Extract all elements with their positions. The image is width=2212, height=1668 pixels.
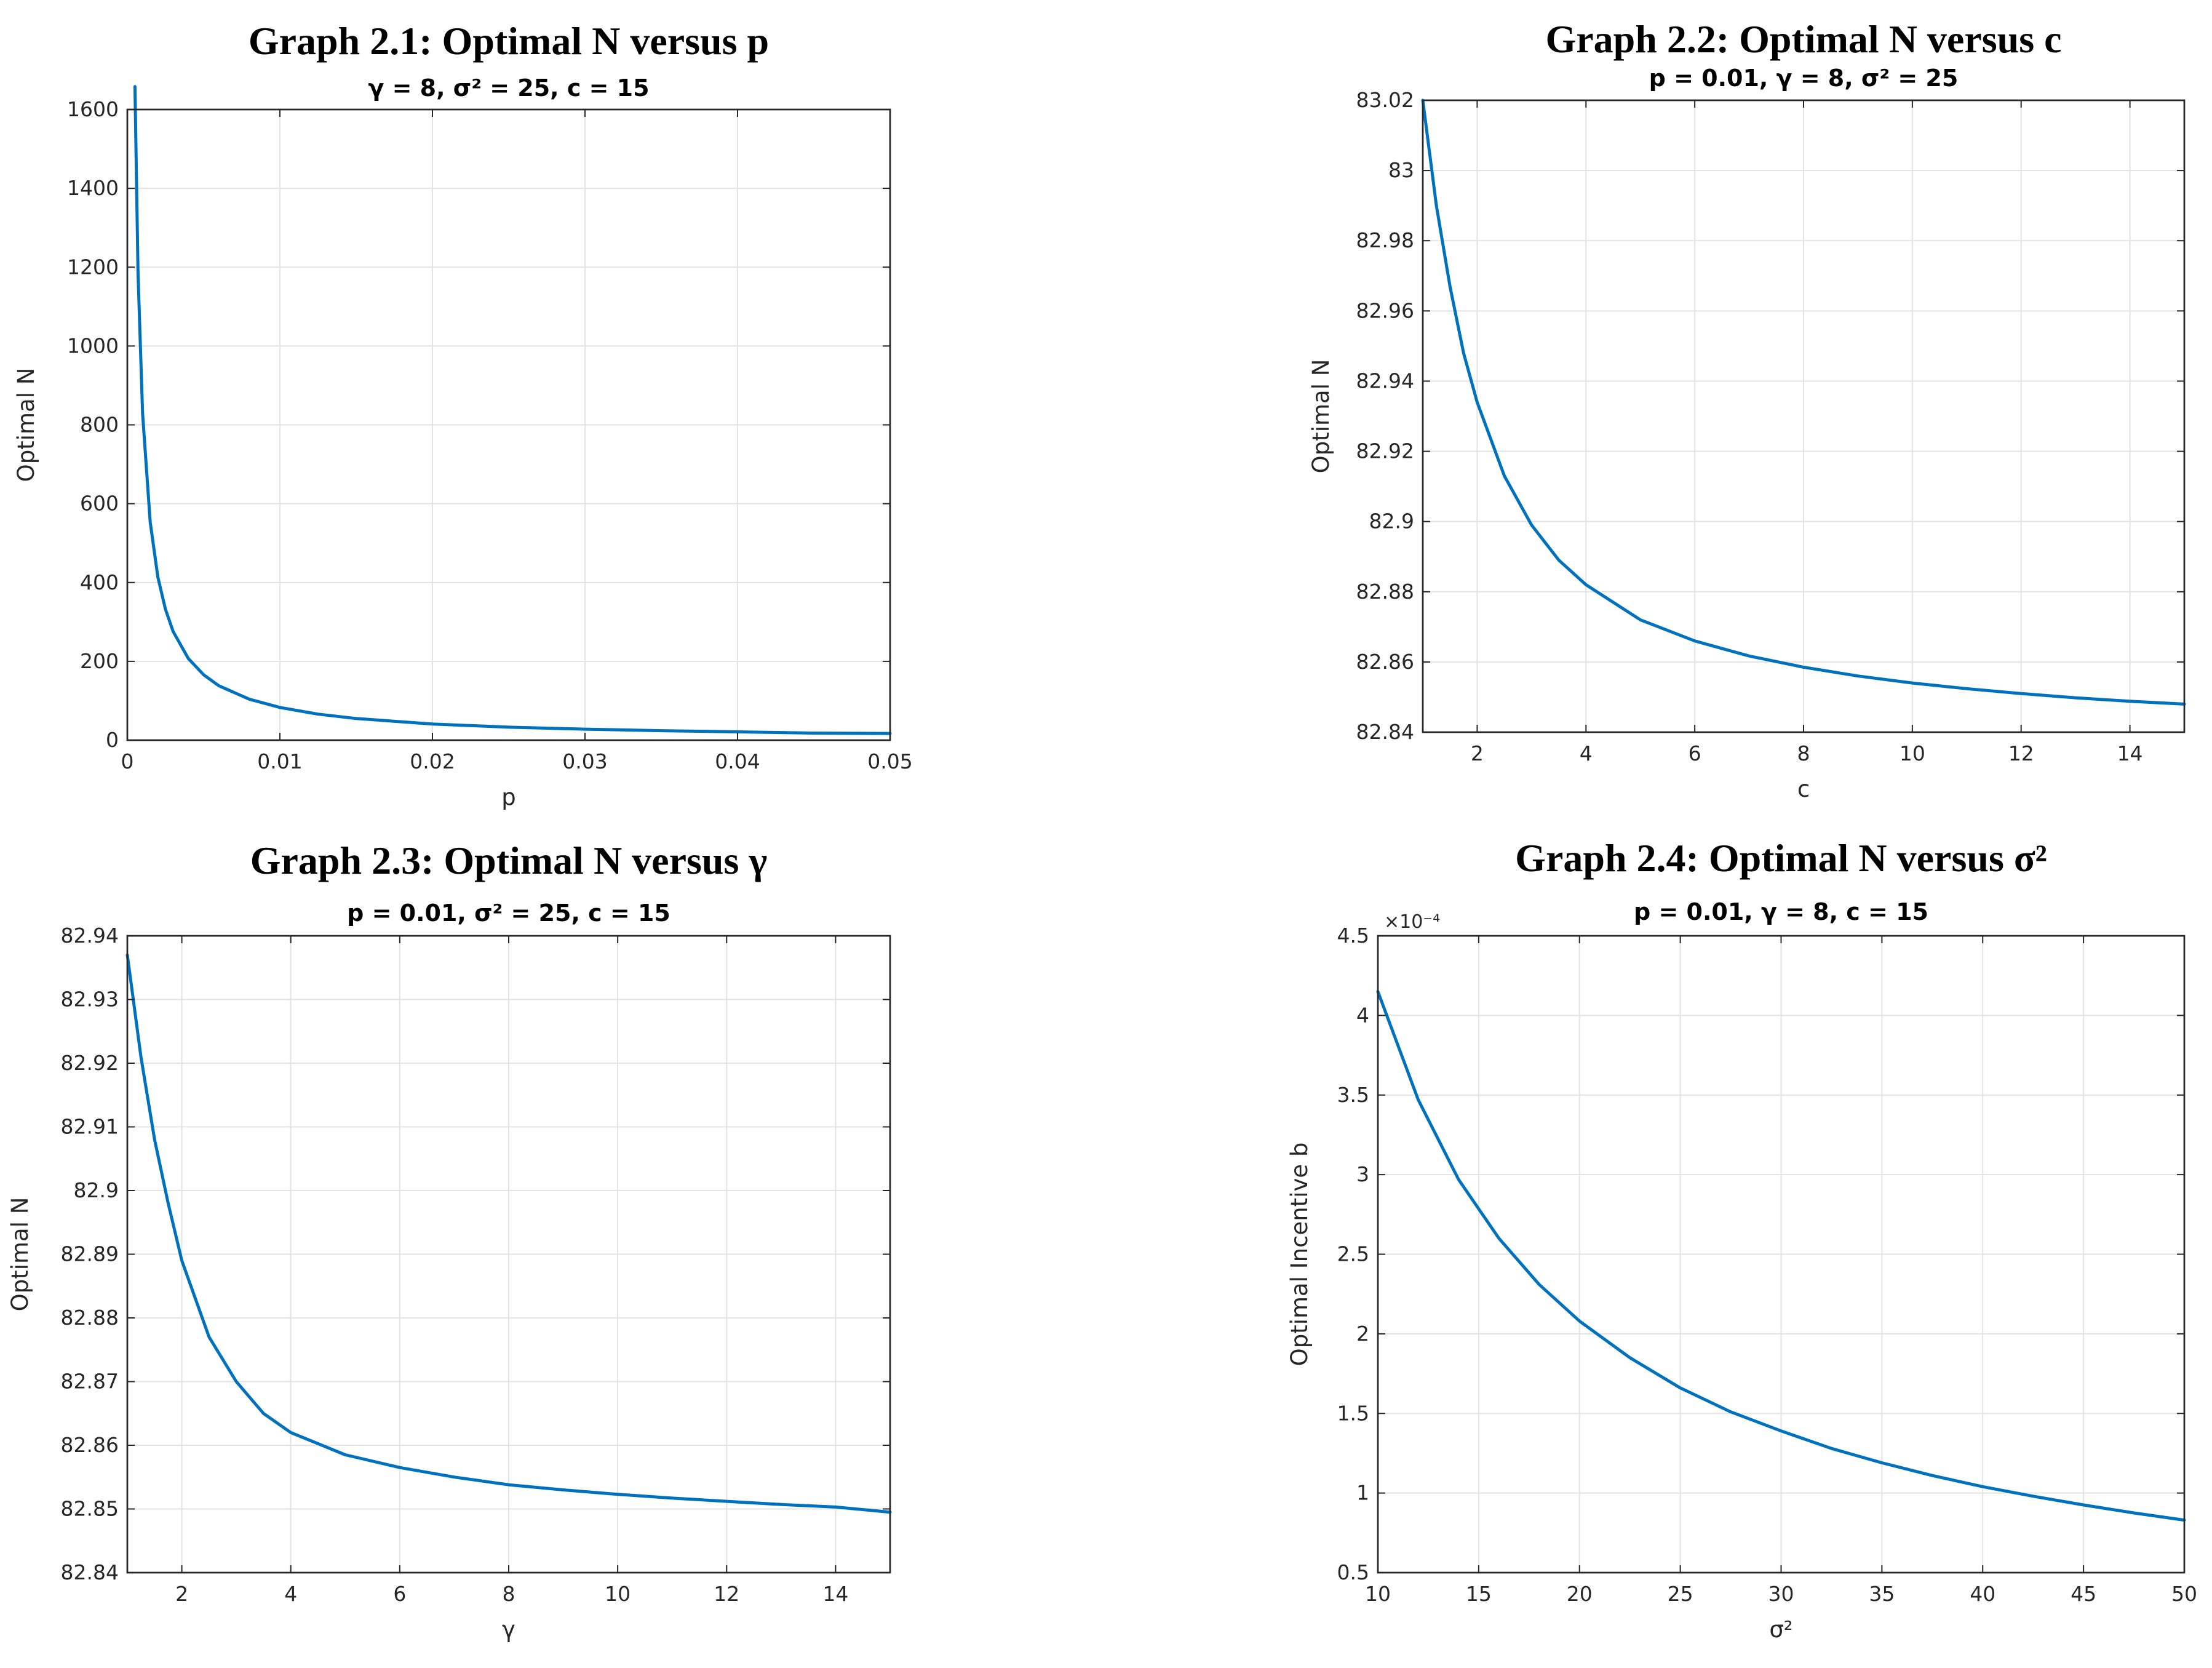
chart-subtitle: γ = 8, σ² = 25, c = 15: [368, 74, 649, 102]
x-tick-label: 35: [1869, 1582, 1895, 1606]
y-axis-label: Optimal N: [13, 368, 39, 482]
x-tick-label: 0.05: [867, 749, 912, 773]
chart-title: Graph 2.3: Optimal N versus γ: [250, 839, 768, 882]
x-tick-label: 6: [1689, 741, 1701, 765]
x-axis-label: σ²: [1769, 1616, 1792, 1643]
x-tick-label: 30: [1768, 1582, 1794, 1606]
y-axis-label: Optimal N: [1308, 359, 1334, 474]
x-tick-label: 4: [284, 1582, 297, 1606]
x-tick-label: 2: [1471, 741, 1484, 765]
chart-1: Graph 2.1: Optimal N versus p γ = 8, σ² =…: [13, 19, 913, 810]
series-line: [1376, 990, 2186, 1522]
chart-4: Graph 2.4: Optimal N versus σ² p = 0.01, …: [1286, 836, 2197, 1643]
y-tick-label: 2: [1356, 1322, 1369, 1346]
y-axis-label: Optimal N: [7, 1197, 33, 1312]
x-tick-label: 0.01: [257, 749, 302, 773]
x-tick-label: 14: [822, 1582, 848, 1606]
x-axis-label: c: [1797, 776, 1810, 802]
y-exponent-label: ×10⁻⁴: [1384, 911, 1440, 933]
x-tick-label: 0.03: [562, 749, 607, 773]
y-tick-label: 83.02: [1356, 88, 1414, 112]
x-tick-label: 0: [121, 749, 134, 773]
y-tick-label: 83: [1388, 158, 1414, 182]
y-tick-label: 82.89: [61, 1242, 119, 1266]
x-tick-label: 10: [605, 1582, 631, 1606]
y-tick-label: 82.88: [1356, 580, 1414, 604]
x-tick-label: 12: [714, 1582, 739, 1606]
chart-subtitle: p = 0.01, σ² = 25, c = 15: [347, 900, 670, 927]
x-tick-label: 25: [1668, 1582, 1693, 1606]
chart-2: Graph 2.2: Optimal N versus c p = 0.01, γ…: [1308, 17, 2186, 802]
x-tick-label: 8: [503, 1582, 515, 1606]
y-tick-label: 4: [1356, 1003, 1369, 1027]
x-tick-label: 0.02: [410, 749, 455, 773]
y-tick-label: 82.92: [61, 1051, 119, 1075]
y-tick-label: 82.96: [1356, 298, 1414, 322]
y-tick-label: 1200: [67, 255, 119, 279]
y-tick-label: 2.5: [1337, 1242, 1369, 1266]
chart-title: Graph 2.1: Optimal N versus p: [249, 19, 769, 63]
series-line: [1421, 98, 2186, 706]
y-tick-label: 1400: [67, 176, 119, 200]
x-tick-label: 40: [1970, 1582, 1995, 1606]
y-tick-label: 82.94: [1356, 369, 1414, 393]
x-tick-label: 10: [1365, 1582, 1391, 1606]
x-tick-label: 4: [1580, 741, 1593, 765]
chart-3: Graph 2.3: Optimal N versus γ p = 0.01, σ…: [7, 839, 892, 1643]
y-tick-label: 82.92: [1356, 439, 1414, 463]
x-tick-label: 6: [393, 1582, 406, 1606]
x-axis-label: p: [501, 784, 516, 810]
y-tick-label: 82.9: [1369, 509, 1414, 533]
chart-title: Graph 2.4: Optimal N versus σ²: [1515, 836, 2047, 880]
y-tick-label: 82.86: [61, 1433, 119, 1457]
y-tick-label: 82.88: [61, 1306, 119, 1330]
y-tick-label: 800: [80, 413, 119, 437]
x-tick-label: 50: [2171, 1582, 2197, 1606]
chart-subtitle: p = 0.01, γ = 8, σ² = 25: [1649, 65, 1959, 92]
x-tick-label: 20: [1567, 1582, 1593, 1606]
chart-title: Graph 2.2: Optimal N versus c: [1545, 17, 2061, 61]
y-tick-label: 82.84: [61, 1560, 119, 1584]
chart-subtitle: p = 0.01, γ = 8, c = 15: [1634, 898, 1928, 925]
x-tick-label: 0.04: [715, 749, 760, 773]
y-tick-label: 1600: [67, 97, 119, 121]
y-tick-label: 3.5: [1337, 1083, 1369, 1107]
y-tick-label: 82.84: [1356, 720, 1414, 744]
y-tick-label: 3: [1356, 1162, 1369, 1186]
y-tick-label: 400: [80, 570, 119, 594]
x-tick-label: 12: [2008, 741, 2034, 765]
y-tick-label: 4.5: [1337, 924, 1369, 948]
y-axis-label: Optimal Incentive b: [1286, 1143, 1313, 1367]
x-tick-label: 10: [1900, 741, 1925, 765]
y-tick-label: 82.93: [61, 988, 119, 1012]
series-line: [133, 85, 892, 735]
y-tick-label: 82.98: [1356, 228, 1414, 252]
y-tick-label: 600: [80, 492, 119, 516]
y-tick-label: 1000: [67, 333, 119, 357]
x-tick-label: 2: [175, 1582, 188, 1606]
y-tick-label: 82.86: [1356, 650, 1414, 674]
y-tick-label: 1: [1356, 1481, 1369, 1505]
y-tick-label: 82.87: [61, 1370, 119, 1394]
y-tick-label: 82.85: [61, 1497, 119, 1521]
x-tick-label: 45: [2071, 1582, 2096, 1606]
x-tick-label: 15: [1466, 1582, 1492, 1606]
y-tick-label: 0.5: [1337, 1560, 1369, 1584]
x-axis-label: γ: [502, 1616, 515, 1643]
y-tick-label: 0: [106, 728, 119, 752]
y-tick-label: 82.94: [61, 924, 119, 948]
y-tick-label: 1.5: [1337, 1401, 1369, 1425]
y-tick-label: 82.91: [61, 1115, 119, 1139]
x-tick-label: 14: [2117, 741, 2143, 765]
y-tick-label: 200: [80, 649, 119, 673]
series-line: [125, 953, 892, 1514]
y-tick-label: 82.9: [74, 1178, 119, 1202]
x-tick-label: 8: [1797, 741, 1810, 765]
